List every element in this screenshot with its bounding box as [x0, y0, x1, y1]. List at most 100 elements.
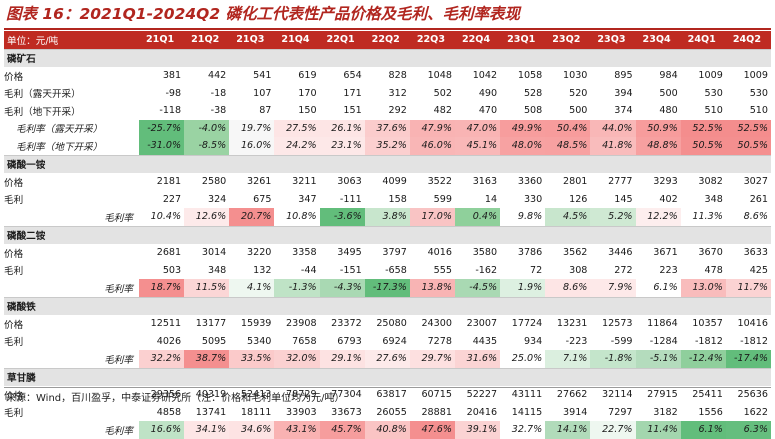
value-cell: 381	[162, 70, 182, 82]
value-cell: 5340	[247, 335, 272, 347]
margin-cell: -3.6%	[319, 208, 365, 226]
margin-cell: 33.5%	[229, 350, 275, 368]
row-label: 毛利率（地下开采）	[16, 141, 103, 153]
value-cell: -151	[339, 264, 362, 276]
table-row: 毛利率 10.4% 12.6% 20.7% 10.8% -3.6% 3.8% 17.0% 0.4…	[4, 208, 771, 226]
margin-cell: 26.1%	[319, 119, 365, 137]
table-row: 毛利率 16.6% 34.1% 34.6% 43.1% 45.7% 40.8% 47.6% 39…	[4, 421, 771, 439]
table-row: 毛利（露天开采） -98 -18 107 170 171 312 502 490 528 520 39…	[4, 85, 771, 103]
column-header-23q2: 23Q2	[545, 31, 591, 49]
value-cell: -98	[165, 87, 182, 99]
margin-cell: 50.9%	[635, 119, 681, 137]
value-cell: 3358	[292, 247, 317, 259]
value-cell: 227	[162, 193, 182, 205]
value-cell: 25080	[376, 318, 407, 330]
value-cell: -599	[610, 335, 633, 347]
value-cell: 77304	[331, 389, 362, 401]
value-cell: 12573	[602, 318, 633, 330]
value-cell: 934	[523, 335, 543, 347]
value-cell: 3360	[517, 176, 543, 188]
value-cell: -44	[300, 264, 317, 276]
margin-cell: 31.6%	[454, 350, 501, 368]
value-cell: -18	[210, 87, 227, 99]
margin-cell: 11.4%	[635, 421, 681, 439]
margin-cell: 11.7%	[725, 279, 771, 297]
margin-cell: 19.7%	[229, 119, 275, 137]
value-cell: 78729	[286, 389, 317, 401]
value-cell: 28881	[421, 406, 452, 418]
value-cell: 3522	[427, 176, 452, 188]
margin-cell: 50.5%	[725, 137, 771, 155]
table-row: 毛利 227 324 675 347 -111 158 599 14 330 126 145 402 34…	[4, 191, 771, 209]
table-row: 价格 12511 13177 15939 23908 23372 25080 24300 230…	[4, 315, 771, 333]
section-header-row: 草甘膦	[4, 368, 771, 386]
value-cell: 347	[298, 193, 317, 205]
value-cell: 170	[298, 87, 317, 99]
row-label: 毛利率	[104, 212, 133, 224]
value-cell: 1622	[743, 406, 768, 418]
row-label: 毛利率（露天开采）	[16, 124, 103, 136]
value-cell: 1030	[562, 70, 588, 82]
value-cell: 675	[253, 193, 272, 205]
margin-cell: 13.0%	[680, 279, 726, 297]
row-label: 毛利	[4, 266, 24, 278]
margin-cell: 29.1%	[319, 350, 365, 368]
margin-cell: 22.7%	[590, 421, 636, 439]
margin-cell: 6.1%	[635, 279, 681, 297]
value-cell: 330	[523, 193, 543, 205]
value-cell: 10416	[737, 318, 768, 330]
margin-cell: -12.4%	[680, 350, 726, 368]
column-header-21q2: 21Q2	[184, 31, 230, 49]
value-cell: 23007	[466, 318, 498, 330]
column-header-23q4: 23Q4	[635, 31, 681, 49]
value-cell: 107	[253, 87, 272, 99]
table-row: 毛利率 32.2% 38.7% 33.5% 32.0% 29.1% 27.6% 29.7% 31…	[4, 350, 771, 368]
table-row: 价格 2681 3014 3220 3358 3495 3797 4016 3580 3786 35…	[4, 244, 771, 262]
value-cell: 425	[749, 264, 768, 276]
value-cell: 52413	[240, 389, 272, 401]
margin-cell: 7.1%	[545, 350, 591, 368]
value-cell: 292	[388, 105, 407, 117]
column-header-22q1: 22Q1	[319, 31, 365, 49]
margin-cell: -5.1%	[635, 350, 681, 368]
row-label: 价格	[4, 71, 24, 83]
value-cell: 3293	[653, 176, 678, 188]
table-row: 价格 2181 2580 3261 3211 3063 4099 3522 3163 3360 28…	[4, 173, 771, 191]
table-row: 毛利（地下开采） -118 -38 87 150 151 292 482 470 508 500 37…	[4, 102, 771, 120]
margin-cell: 11.3%	[680, 208, 726, 226]
margin-cell: 13.8%	[409, 279, 455, 297]
table-row: 毛利 503 348 132 -44 -151 -658 555 -162 72 308 272 223…	[4, 262, 771, 280]
value-cell: 20416	[466, 406, 498, 418]
title-underline	[4, 28, 771, 30]
margin-cell: 45.7%	[319, 421, 365, 439]
value-cell: 3446	[608, 247, 633, 259]
value-cell: -111	[339, 193, 362, 205]
value-cell: 24300	[421, 318, 452, 330]
value-cell: 528	[523, 87, 543, 99]
value-cell: 2801	[562, 176, 588, 188]
value-cell: 27662	[556, 389, 588, 401]
value-cell: 3063	[337, 176, 362, 188]
value-cell: 1009	[698, 70, 723, 82]
value-cell: 530	[704, 87, 723, 99]
value-cell: 442	[207, 70, 227, 82]
margin-cell: 14.1%	[545, 421, 591, 439]
margin-cell: 16.0%	[229, 137, 275, 155]
value-cell: 223	[659, 264, 678, 276]
value-cell: 272	[614, 264, 633, 276]
value-cell: 3786	[517, 247, 543, 259]
value-cell: 4016	[427, 247, 452, 259]
row-label: 毛利	[4, 195, 24, 207]
margin-cell: 8.6%	[725, 208, 771, 226]
value-cell: 1042	[472, 70, 498, 82]
margin-cell: 41.8%	[590, 137, 636, 155]
value-cell: 26055	[376, 406, 407, 418]
value-cell: 828	[388, 70, 407, 82]
value-cell: -1284	[649, 335, 678, 347]
value-cell: 3633	[743, 247, 768, 259]
table-body: 磷矿石 价格 381 442 541 619 654 828 1048 1042 1058 1030 8…	[4, 49, 771, 439]
margin-cell: 43.1%	[274, 421, 320, 439]
value-cell: 500	[659, 87, 678, 99]
value-cell: 13177	[195, 318, 227, 330]
margin-cell: 0.4%	[454, 208, 501, 226]
